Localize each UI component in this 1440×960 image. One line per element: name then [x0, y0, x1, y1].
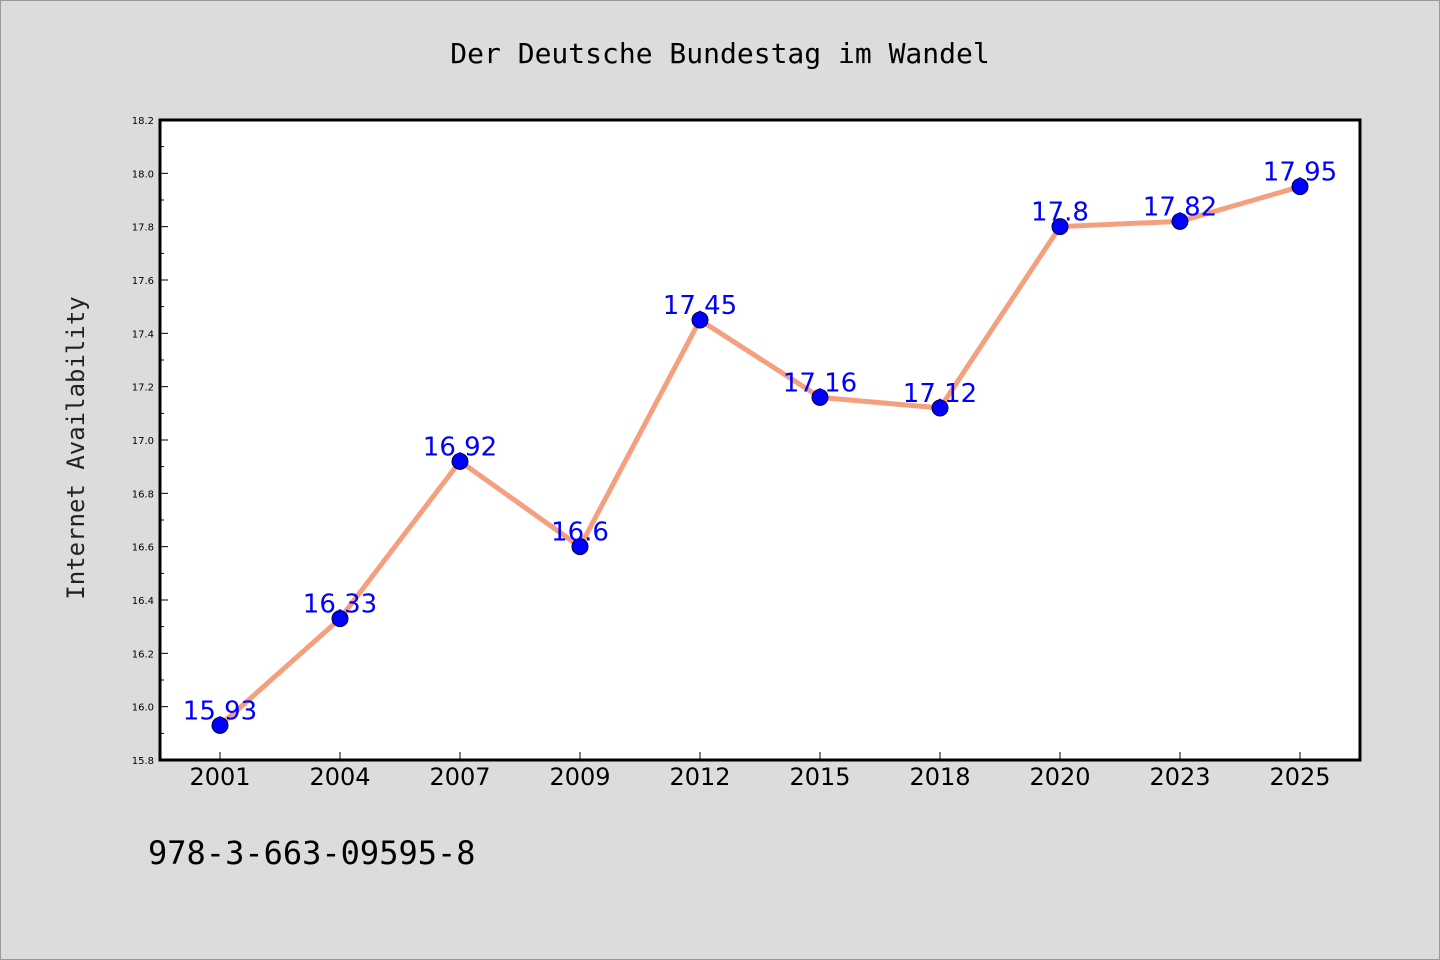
data-label: 17.12: [903, 379, 977, 409]
data-label: 17.45: [663, 291, 737, 321]
y-axis: 15.8 16.0 16.2 16.4 16.6 16.8 17.0 17.2 17.4 17.6…: [132, 116, 168, 767]
data-point: [331, 610, 349, 628]
chart-title: Der Deutsche Bundestag im Wandel: [450, 37, 989, 70]
y-tick-label: 17.0: [132, 436, 154, 447]
series-layer: [211, 178, 1309, 734]
x-tick-label: 2025: [1269, 763, 1330, 791]
x-tick-label: 2015: [789, 763, 850, 791]
data-label: 15.93: [183, 696, 257, 726]
data-point: [1051, 218, 1069, 236]
y-tick-label: 17.2: [132, 383, 154, 394]
y-tick-label: 16.4: [132, 596, 154, 607]
y-tick-label: 17.4: [132, 329, 154, 340]
data-point: [691, 311, 709, 329]
data-point: [931, 399, 949, 417]
data-point: [211, 716, 229, 734]
y-tick-label: 16.6: [132, 543, 154, 554]
data-label: 17.16: [783, 368, 857, 398]
x-tick-label: 2009: [549, 763, 610, 791]
data-point: [811, 388, 829, 406]
data-point: [1171, 212, 1189, 230]
x-tick-label: 2007: [429, 763, 490, 791]
isbn-text: 978-3-663-09595-8: [148, 834, 476, 872]
data-point: [571, 538, 589, 556]
x-tick-label: 2023: [1149, 763, 1210, 791]
x-tick-label: 2020: [1029, 763, 1090, 791]
y-tick-label: 18.0: [132, 169, 154, 180]
x-tick-label: 2018: [909, 763, 970, 791]
plot-border: [158, 118, 1362, 762]
data-label: 17.82: [1143, 192, 1217, 222]
data-label: 16.92: [423, 432, 497, 462]
y-tick-label: 16.0: [132, 703, 154, 714]
plot-area: [160, 120, 1360, 760]
y-tick-label: 18.2: [132, 116, 154, 127]
data-point: [451, 452, 469, 470]
y-tick-label: 17.6: [132, 276, 154, 287]
y-tick-label: 16.2: [132, 649, 154, 660]
data-label: 17.8: [1031, 198, 1089, 228]
y-tick-label: 15.8: [132, 756, 154, 767]
y-tick-label: 16.8: [132, 489, 154, 500]
data-label: 16.6: [551, 518, 609, 548]
x-axis: 2001 2004 2007 2009 2012 2015 2018 2020 2023 2025: [189, 752, 1331, 791]
x-tick-label: 2012: [669, 763, 730, 791]
data-point: [1291, 178, 1309, 196]
y-axis-label: Internet Availability: [62, 296, 90, 599]
series-line: [217, 184, 1303, 728]
x-tick-label: 2001: [189, 763, 250, 791]
x-tick-label: 2004: [309, 763, 370, 791]
data-labels: 15.93 16.33 16.92 16.6 17.45 17.16 17.12 17.8 17…: [183, 158, 1337, 727]
y-tick-label: 17.8: [132, 223, 154, 234]
data-label: 17.95: [1263, 158, 1337, 188]
data-label: 16.33: [303, 590, 377, 620]
